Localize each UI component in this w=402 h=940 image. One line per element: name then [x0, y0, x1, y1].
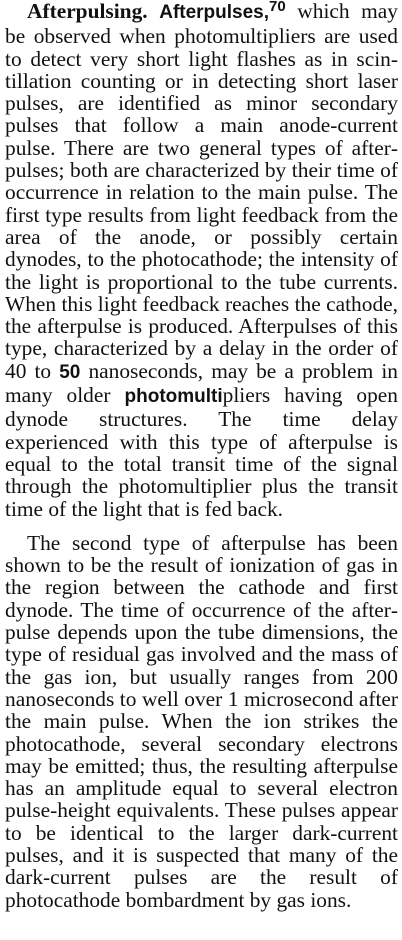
reference-marker: 70: [269, 0, 286, 15]
document-page: Afterpulsing. Afterpulses,70 which may b…: [5, 0, 398, 911]
term-photomultipliers: photomulti­: [124, 386, 223, 408]
lead-term: Afterpulses,: [159, 2, 270, 23]
paragraph-second-type: The second type of afterpulse has been s…: [5, 530, 398, 912]
paragraph-afterpulsing-intro: Afterpulsing. Afterpulses,70 which may b…: [5, 0, 398, 520]
paragraph-text-b: nanoseconds, may be a problem in many ol…: [5, 358, 398, 408]
paragraph-text-c: pliers having open dynode structures. Th…: [5, 383, 398, 521]
number-fifty: 50: [59, 361, 81, 383]
section-heading: Afterpulsing.: [27, 0, 148, 23]
paragraph-text-a: which may be observed when photomultipli…: [5, 0, 398, 383]
